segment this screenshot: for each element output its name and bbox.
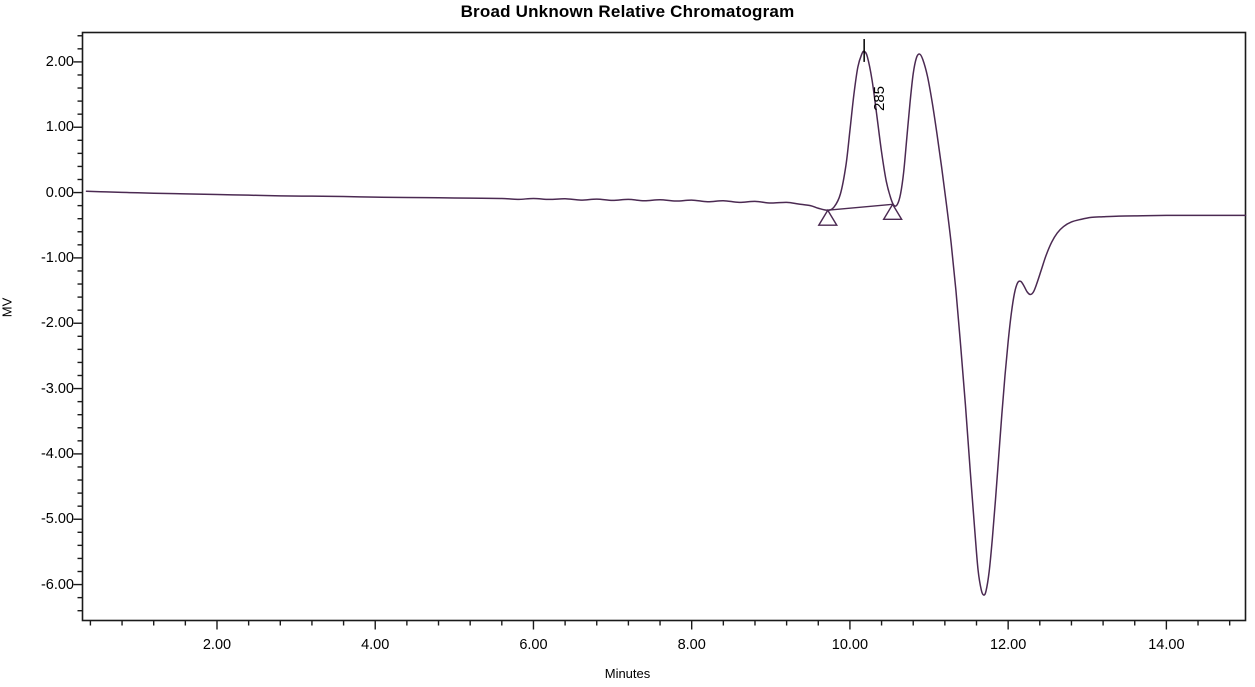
y-tick-label: 2.00 bbox=[45, 53, 74, 70]
axis-ticks bbox=[73, 35, 1231, 630]
page-title: Broad Unknown Relative Chromatogram bbox=[460, 2, 795, 21]
x-axis-title: Minutes bbox=[604, 666, 651, 681]
y-tick-label: -1.00 bbox=[40, 249, 74, 266]
signal-trace bbox=[85, 50, 1247, 596]
x-tick-label: 8.00 bbox=[677, 637, 706, 653]
y-tick-label: 1.00 bbox=[45, 119, 74, 136]
y-axis-tick-labels: 2.00 1.00 0.00 -1.00 -2.00 -3.00 -4.00 -5.00 -6.… bbox=[8, 0, 74, 687]
peak-start-marker bbox=[817, 208, 839, 226]
y-tick-label: -6.00 bbox=[40, 576, 74, 593]
y-tick-label: -4.00 bbox=[40, 445, 74, 462]
x-tick-label: 14.00 bbox=[1148, 637, 1185, 653]
x-axis-tick-labels: 2.00 4.00 6.00 8.00 10.00 12.00 14.00 bbox=[0, 637, 1255, 663]
y-tick-label: -5.00 bbox=[40, 511, 74, 528]
integration-baseline bbox=[827, 203, 893, 211]
x-tick-label: 4.00 bbox=[361, 637, 390, 653]
x-tick-label: 12.00 bbox=[989, 637, 1027, 653]
peak-end-marker bbox=[882, 202, 903, 221]
peak-markers bbox=[817, 202, 903, 226]
y-tick-label: -2.00 bbox=[40, 315, 74, 332]
plot-frame bbox=[81, 31, 1247, 622]
x-tick-label: 10.00 bbox=[831, 637, 869, 653]
x-tick-label: 6.00 bbox=[519, 637, 548, 653]
y-tick-label: 0.00 bbox=[45, 184, 74, 201]
y-tick-label: -3.00 bbox=[40, 380, 74, 397]
x-tick-label: 2.00 bbox=[202, 637, 232, 653]
peak-retention-time-label: 285 bbox=[871, 85, 889, 111]
